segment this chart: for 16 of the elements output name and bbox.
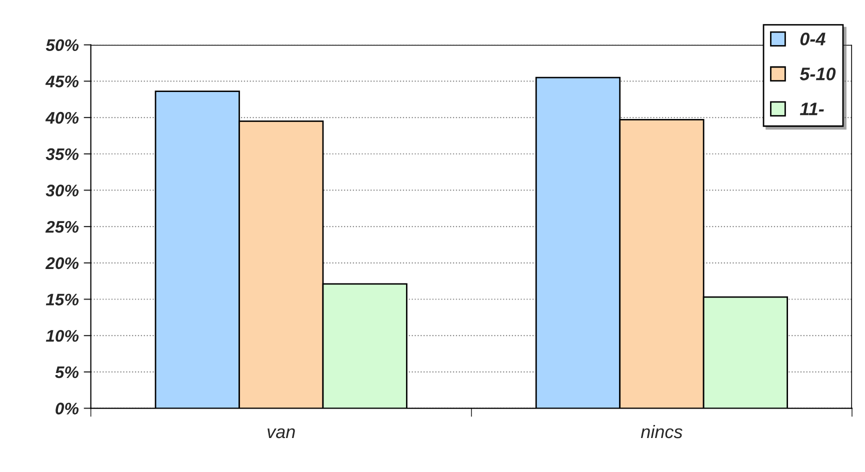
y-tick-label: 20% [45,257,79,270]
y-tick-label: 45% [45,76,79,88]
y-tick-label: 40% [45,112,79,124]
y-tick-label: 10% [46,330,79,342]
y-tick-label: 50% [46,39,79,52]
legend-label: 11- [800,102,824,116]
x-tick-label: van [268,428,295,438]
legend-label: 0-4 [800,32,826,46]
y-tick-label: 0% [56,402,79,414]
y-tick-label: 25% [45,220,79,233]
y-tick-label: 5% [55,366,79,378]
legend-label: 5-10 [800,68,836,80]
x-tick-label: nincs [640,424,682,438]
y-tick-label: 15% [46,294,79,306]
y-tick-label: 30% [46,184,79,196]
y-tick-label: 35% [46,148,79,160]
